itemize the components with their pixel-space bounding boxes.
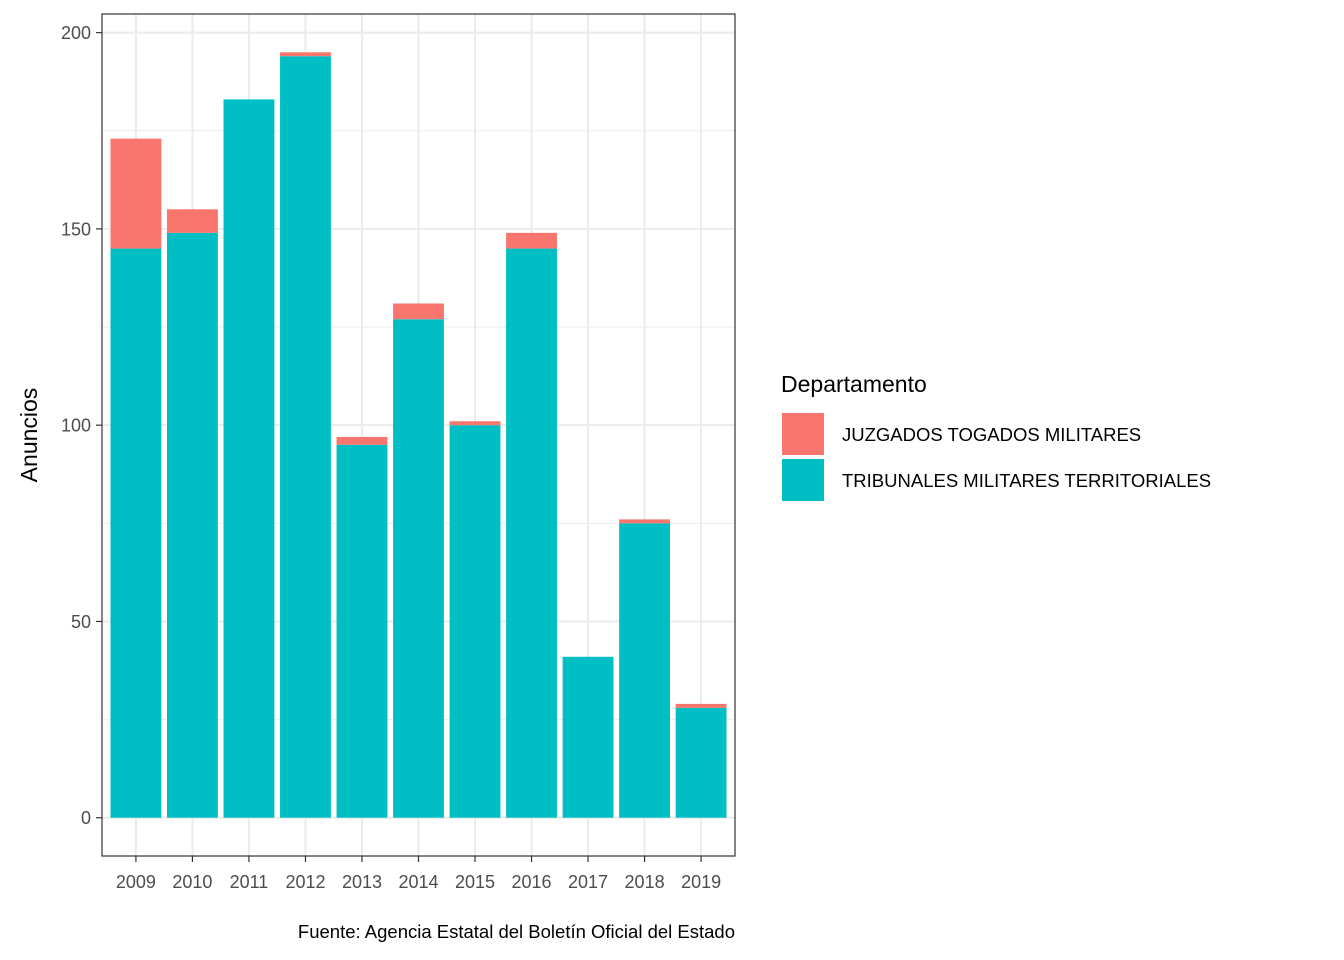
- y-tick-label: 150: [61, 219, 91, 239]
- legend-swatch-2: [782, 459, 824, 501]
- bar-2014-series-1: [393, 303, 444, 320]
- x-tick-label: 2011: [230, 872, 269, 892]
- y-tick-label: 0: [81, 808, 91, 828]
- bar-2019-series-1: [675, 703, 727, 708]
- bar-2009-series-2: [110, 248, 162, 818]
- x-tick-label: 2012: [285, 872, 325, 892]
- bar-2019-series-2: [675, 707, 727, 818]
- x-tick-label: 2017: [568, 872, 608, 892]
- bar-2013-series-2: [336, 444, 388, 818]
- x-tick-label: 2018: [625, 872, 665, 892]
- bar-2018-series-2: [619, 523, 671, 818]
- bar-2015-series-1: [449, 421, 501, 426]
- bar-2017-series-2: [562, 656, 614, 818]
- x-tick-label: 2015: [455, 872, 495, 892]
- bar-2016-series-1: [506, 232, 557, 249]
- bar-2010-series-2: [166, 232, 218, 818]
- legend: Departamento JUZGADOS TOGADOS MILITARES T…: [781, 371, 1211, 502]
- bar-2009-series-1: [110, 138, 162, 249]
- x-tick-label: 2019: [681, 872, 721, 892]
- bar-2013-series-1: [336, 436, 388, 445]
- y-axis: 0 50 100 150 200: [61, 23, 102, 828]
- legend-label-1: JUZGADOS TOGADOS MILITARES: [842, 424, 1141, 445]
- legend-swatch-1: [782, 413, 824, 455]
- bar-2015-series-2: [449, 425, 501, 818]
- bar-2018-series-1: [619, 519, 671, 524]
- y-tick-label: 50: [71, 612, 91, 632]
- bar-2011-series-2: [223, 99, 275, 818]
- bar-2016-series-2: [506, 248, 557, 818]
- y-axis-title: Anuncios: [16, 388, 42, 483]
- bars: [110, 52, 727, 818]
- x-tick-label: 2016: [512, 872, 552, 892]
- y-tick-label: 200: [61, 23, 91, 43]
- x-tick-label: 2010: [172, 872, 212, 892]
- x-tick-label: 2009: [116, 872, 156, 892]
- legend-label-2: TRIBUNALES MILITARES TERRITORIALES: [842, 470, 1211, 491]
- bar-2012-series-1: [280, 52, 331, 57]
- bar-2014-series-2: [393, 319, 444, 818]
- caption: Fuente: Agencia Estatal del Boletín Ofic…: [298, 921, 735, 942]
- bar-2012-series-2: [280, 56, 331, 818]
- legend-title: Departamento: [781, 371, 927, 397]
- bar-2010-series-1: [166, 209, 218, 233]
- x-axis: 2009 2010 2011 2012 2013 2014 2015 2016 2017 2018…: [116, 856, 721, 892]
- x-tick-label: 2013: [342, 872, 382, 892]
- x-tick-label: 2014: [398, 872, 438, 892]
- y-tick-label: 100: [61, 416, 91, 436]
